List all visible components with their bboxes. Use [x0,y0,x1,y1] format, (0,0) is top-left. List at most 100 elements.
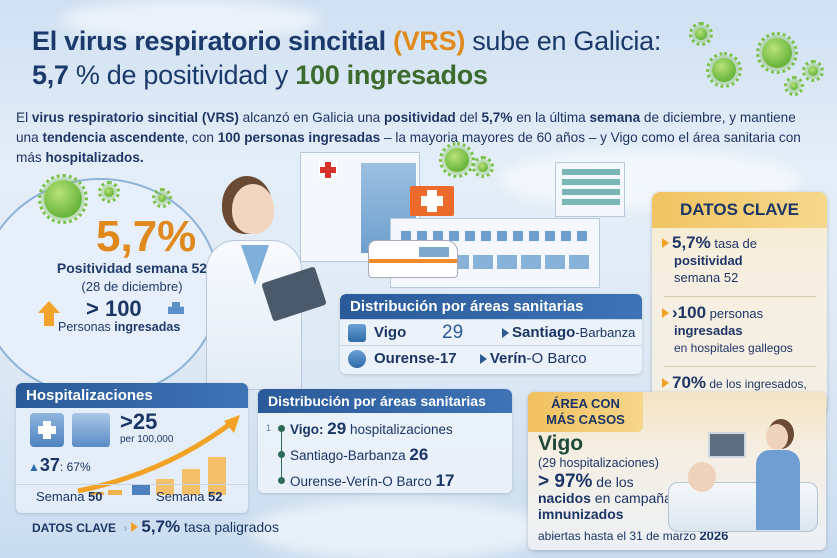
intro-paragraph: El virus respiratorio sincitial (VRS) al… [16,110,801,165]
title-vrs: (VRS) [393,26,466,56]
distribution-row: Ourense- 17 Verín -O Barco [340,345,642,371]
hospitalization-rate: >25 [120,409,158,434]
admitted-label: Personas ingresadas [58,320,181,334]
patient-illustration [688,462,716,492]
key-data-panel: DATOS CLAVE 5,7% tasa de positividad sem… [652,192,827,414]
hospital-illustration [230,142,630,300]
week-start-label: Semana 50 [36,489,103,504]
footer-value: 5,7% [141,517,181,536]
hospital-icon [168,302,184,314]
distribution-panel-2: Distribución por áreas sanitarias 1 Vigo… [258,389,512,493]
title-text: % de positividad y [68,60,296,90]
nurse-head [766,424,788,450]
week-end-label: Semana 52 [156,489,223,504]
title-ingresados: 100 ingresados [295,60,488,90]
hospitalizations-panel: Hospitalizaciones >25 per 100,000 ▲37: 6… [16,383,248,513]
immunization-stat: > 97% de los nacidos en campaña imnuniza… [538,471,672,522]
top-area-count: (29 hospitalizaciones) [538,456,659,470]
footer-label: DATOS CLAVE [32,521,117,535]
title-pct: 5,7 [32,60,69,90]
cloud-decoration [250,500,550,558]
building-icon [348,323,366,342]
bullet-dot [278,425,285,432]
doctor-head [232,184,274,234]
red-cross-icon [319,161,337,179]
virus-icon [472,156,494,178]
hospital-bed-icon [72,413,110,447]
chart-bar [132,485,150,495]
area-list-item: Vigo: 29 hospitalizaciones [290,419,453,438]
triangle-icon [131,522,139,532]
distribution-row: Vigo 29 Santiago -Barbanza [340,319,642,345]
nurse-illustration [756,450,800,530]
area-name: Verín [489,350,527,367]
virus-icon [756,32,798,74]
hospital-tower [555,162,625,217]
rate-unit: per 100,000 [120,434,174,445]
distribution-header: Distribución por áreas sanitarias [258,389,512,413]
medical-kit-icon [30,413,64,447]
monitor-icon [708,432,746,458]
virus-icon [784,76,804,96]
divider [664,366,816,367]
key-data-item: ›100 personas ingresadas en hospitales g… [662,304,822,357]
ambulance [368,240,458,278]
top-area-city: Vigo [538,432,584,455]
chart-bar [182,469,200,495]
chart-bar [90,492,104,495]
positivity-value: 5,7% [96,212,197,261]
positivity-label: Positividad semana 52 [56,260,208,276]
title-line-1: El virus respiratorio sincitial (VRS) su… [32,24,661,58]
chart-bar [156,479,174,495]
orange-cross-sign [410,186,454,216]
chart-bar [208,457,226,495]
triangle-icon [662,378,669,388]
virus-icon [38,174,88,224]
hospitalizations-header: Hospitalizaciones [16,383,248,408]
area-list-item: Santiago-Barbanza 26 [290,445,429,464]
area-name: Vigo [374,324,407,341]
virus-icon [802,60,824,82]
page-title: El virus respiratorio sincitial (VRS) su… [32,24,661,92]
increase-indicator: ▲37: 67% [28,455,91,475]
footer-key-data: DATOS CLAVE › 5,7% tasa paligrados [32,517,279,537]
virus-icon [439,142,475,178]
arrow-up-icon [38,301,60,313]
arrow-up-icon [44,312,54,326]
top-area-panel: ÁREA CON MÁS CASOS Vigo (29 hospitalizac… [528,392,826,550]
key-data-header: DATOS CLAVE [652,192,827,228]
positivity-date: (28 de diciembre) [81,279,183,294]
title-line-2: 5,7 % de positividad y 100 ingresados [32,58,661,92]
chevron-right-icon: › [123,521,128,535]
top-area-header: ÁREA CON MÁS CASOS [528,392,643,432]
distribution-header: Distribución por áreas sanitarias [340,294,642,319]
virus-icon [706,52,742,88]
cloud-decoration [60,0,320,40]
distribution-panel-1: Distribución por áreas sanitarias Vigo 2… [340,294,642,374]
key-data-item: 5,7% tasa de positividad semana 52 [662,234,822,286]
music-note-icon [348,349,366,368]
area-name: Ourense- [374,350,440,367]
triangle-icon [662,238,669,248]
area-list-item: Ourense-Verín-O Barco 17 [290,471,455,490]
title-text: sube en Galicia: [465,26,662,56]
virus-icon [98,181,120,203]
rank-marker: 1 [266,423,272,433]
triangle-icon [662,308,669,318]
triangle-icon [479,353,487,364]
admitted-count: > 100 [86,296,142,321]
footer-text: tasa paligrados [180,519,279,535]
title-text: El virus respiratorio sincitial [32,26,394,56]
triangle-icon [502,327,509,338]
divider [664,296,816,297]
trend-arrow-icon [77,415,240,493]
virus-icon [152,188,172,208]
bullet-dot [278,451,285,458]
hospitalization-bar-chart [88,449,238,495]
area-name: Santiago [512,324,576,341]
area-value: 29 [442,321,464,343]
chart-bar [108,490,122,495]
virus-icon [689,22,713,46]
area-value: 17 [439,350,457,367]
doctor-illustration [200,180,327,390]
